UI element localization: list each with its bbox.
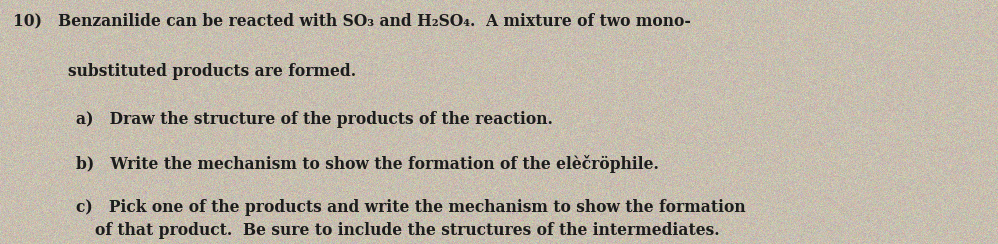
Text: c)   Pick one of the products and write the mechanism to show the formation: c) Pick one of the products and write th… [76,199,746,216]
Text: substituted products are formed.: substituted products are formed. [68,63,356,81]
Text: a)   Draw the structure of the products of the reaction.: a) Draw the structure of the products of… [76,111,553,128]
Text: of that product.  Be sure to include the structures of the intermediates.: of that product. Be sure to include the … [95,222,720,239]
Text: 10)   Benzanilide can be reacted with SO₃ and H₂SO₄.  A mixture of two mono-: 10) Benzanilide can be reacted with SO₃ … [13,12,691,29]
Text: b)   Write the mechanism to show the formation of the elèčröphile.: b) Write the mechanism to show the forma… [76,155,659,173]
